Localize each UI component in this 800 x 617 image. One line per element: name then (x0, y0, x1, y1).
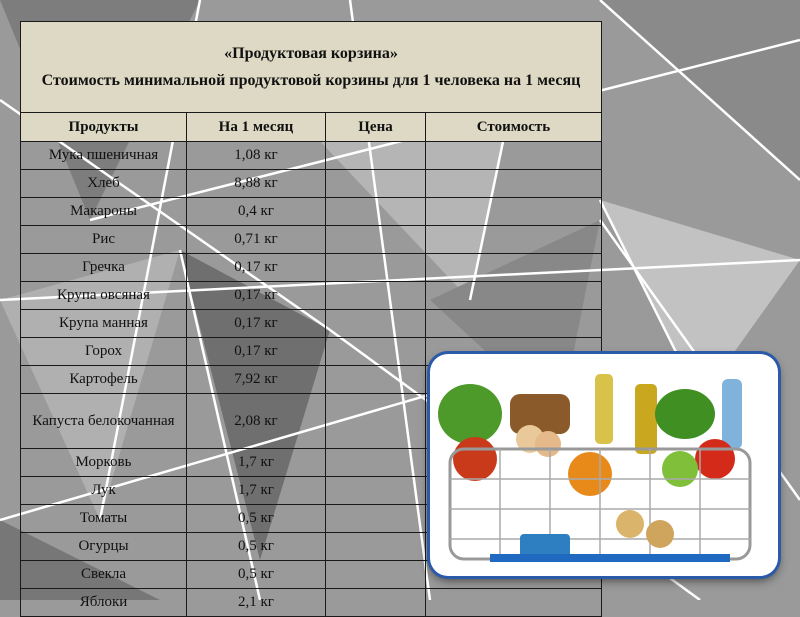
price-cell[interactable] (325, 448, 426, 477)
product-name: Яблоки (20, 588, 187, 617)
price-cell[interactable] (325, 197, 426, 226)
grocery-basket-image (430, 354, 778, 576)
amount-per-month: 0,17 кг (186, 253, 326, 282)
cost-cell[interactable] (425, 588, 602, 617)
title-line2: Стоимость минимальной продуктовой корзин… (41, 72, 581, 89)
cost-cell[interactable] (425, 253, 602, 282)
product-name: Хлеб (20, 169, 187, 198)
price-cell[interactable] (325, 588, 426, 617)
table-row: Гречка 0,17 кг (20, 253, 602, 282)
price-cell[interactable] (325, 281, 426, 310)
table-row: Рис 0,71 кг (20, 225, 602, 254)
table-row: Мука пшеничная 1,08 кг (20, 141, 602, 170)
product-name: Макароны (20, 197, 187, 226)
amount-per-month: 0,4 кг (186, 197, 326, 226)
product-name: Лук (20, 476, 187, 505)
price-cell[interactable] (325, 337, 426, 366)
amount-per-month: 0,17 кг (186, 337, 326, 366)
table-row: Крупа овсяная 0,17 кг (20, 281, 602, 310)
amount-per-month: 2,1 кг (186, 588, 326, 617)
title-line1: «Продуктовая корзина» (224, 45, 398, 62)
product-name: Крупа овсяная (20, 281, 187, 310)
amount-per-month: 8,88 кг (186, 169, 326, 198)
cost-cell[interactable] (425, 281, 602, 310)
col-products: Продукты (20, 112, 187, 142)
product-name: Гречка (20, 253, 187, 282)
amount-per-month: 1,7 кг (186, 448, 326, 477)
amount-per-month: 1,7 кг (186, 476, 326, 505)
price-cell[interactable] (325, 169, 426, 198)
amount-per-month: 2,08 кг (186, 393, 326, 449)
cost-cell[interactable] (425, 225, 602, 254)
product-name: Горох (20, 337, 187, 366)
product-name: Картофель (20, 365, 187, 394)
price-cell[interactable] (325, 560, 426, 589)
basket-illustration (438, 374, 752, 562)
amount-per-month: 7,92 кг (186, 365, 326, 394)
price-cell[interactable] (325, 532, 426, 561)
col-per-month: На 1 месяц (186, 112, 326, 142)
col-price: Цена (325, 112, 426, 142)
table-row: Макароны 0,4 кг (20, 197, 602, 226)
product-name: Огурцы (20, 532, 187, 561)
price-cell[interactable] (325, 393, 426, 449)
product-name: Мука пшеничная (20, 141, 187, 170)
amount-per-month: 1,08 кг (186, 141, 326, 170)
price-cell[interactable] (325, 476, 426, 505)
amount-per-month: 0,17 кг (186, 281, 326, 310)
product-name: Свекла (20, 560, 187, 589)
price-cell[interactable] (325, 253, 426, 282)
amount-per-month: 0,71 кг (186, 225, 326, 254)
price-cell[interactable] (325, 504, 426, 533)
product-name: Рис (20, 225, 187, 254)
price-cell[interactable] (325, 141, 426, 170)
col-cost: Стоимость (425, 112, 602, 142)
product-name: Томаты (20, 504, 187, 533)
price-cell[interactable] (325, 365, 426, 394)
product-name: Морковь (20, 448, 187, 477)
price-cell[interactable] (325, 309, 426, 338)
amount-per-month: 0,17 кг (186, 309, 326, 338)
table-row: Крупа манная 0,17 кг (20, 309, 602, 338)
cost-cell[interactable] (425, 141, 602, 170)
amount-per-month: 0,5 кг (186, 504, 326, 533)
amount-per-month: 0,5 кг (186, 560, 326, 589)
price-cell[interactable] (325, 225, 426, 254)
table-row: Хлеб 8,88 кг (20, 169, 602, 198)
cost-cell[interactable] (425, 309, 602, 338)
table-row: Яблоки 2,1 кг (20, 588, 602, 617)
cost-cell[interactable] (425, 169, 602, 198)
table-title: «Продуктовая корзина» Стоимость минималь… (20, 21, 602, 113)
product-name: Крупа манная (20, 309, 187, 338)
amount-per-month: 0,5 кг (186, 532, 326, 561)
product-name: Капуста белокочанная (20, 393, 187, 449)
cost-cell[interactable] (425, 197, 602, 226)
